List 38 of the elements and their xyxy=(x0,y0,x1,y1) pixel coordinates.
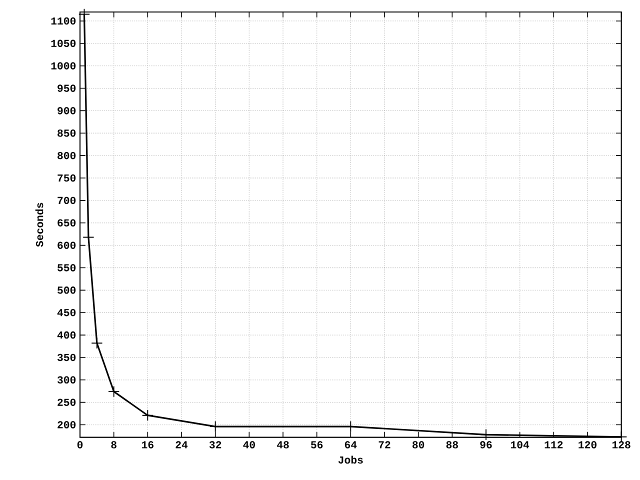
x-tick-label: 96 xyxy=(480,441,492,448)
y-tick-label: 450 xyxy=(57,308,76,316)
y-tick-label: 650 xyxy=(58,219,76,226)
y-tick-label: 850 xyxy=(58,130,76,137)
y-tick-label: 600 xyxy=(58,242,76,249)
y-tick-label: 700 xyxy=(58,196,76,204)
x-tick-label: 24 xyxy=(176,441,188,448)
y-tick-label: 300 xyxy=(57,376,76,384)
y-tick-label: 800 xyxy=(58,152,76,160)
x-tick-label: 88 xyxy=(446,441,458,448)
y-tick-label: 1050 xyxy=(51,40,76,48)
x-tick-label: 112 xyxy=(544,441,563,448)
x-tick-label: 16 xyxy=(142,441,154,448)
x-tick-label: 120 xyxy=(578,441,596,448)
y-tick-label: 550 xyxy=(58,264,76,272)
y-tick-label: 1000 xyxy=(51,62,76,70)
x-tick-label: 40 xyxy=(243,441,255,448)
y-tick-label: 400 xyxy=(57,331,76,339)
x-tick-label: 32 xyxy=(209,441,222,448)
x-axis-title: Jobs xyxy=(338,456,363,464)
x-tick-label: 8 xyxy=(111,441,116,448)
x-tick-label: 56 xyxy=(310,441,323,448)
x-tick-label: 72 xyxy=(378,441,390,448)
y-tick-label: 500 xyxy=(58,286,76,294)
x-tick-label: 64 xyxy=(344,441,357,448)
y-tick-label: 900 xyxy=(58,107,76,114)
y-tick-label: 1100 xyxy=(51,17,76,25)
y-tick-label: 350 xyxy=(57,354,76,362)
x-tick-label: 128 xyxy=(612,441,630,448)
y-axis-title: Seconds xyxy=(35,202,44,247)
y-tick-label: 750 xyxy=(58,174,76,182)
y-tick-label: 950 xyxy=(58,84,76,92)
x-tick-label: 48 xyxy=(276,441,289,448)
x-tick-label: 104 xyxy=(510,441,530,448)
y-tick-label: 250 xyxy=(58,398,76,406)
x-tick-label: 0 xyxy=(77,441,83,448)
y-tick-label: 200 xyxy=(58,421,76,428)
x-tick-label: 80 xyxy=(412,441,424,448)
